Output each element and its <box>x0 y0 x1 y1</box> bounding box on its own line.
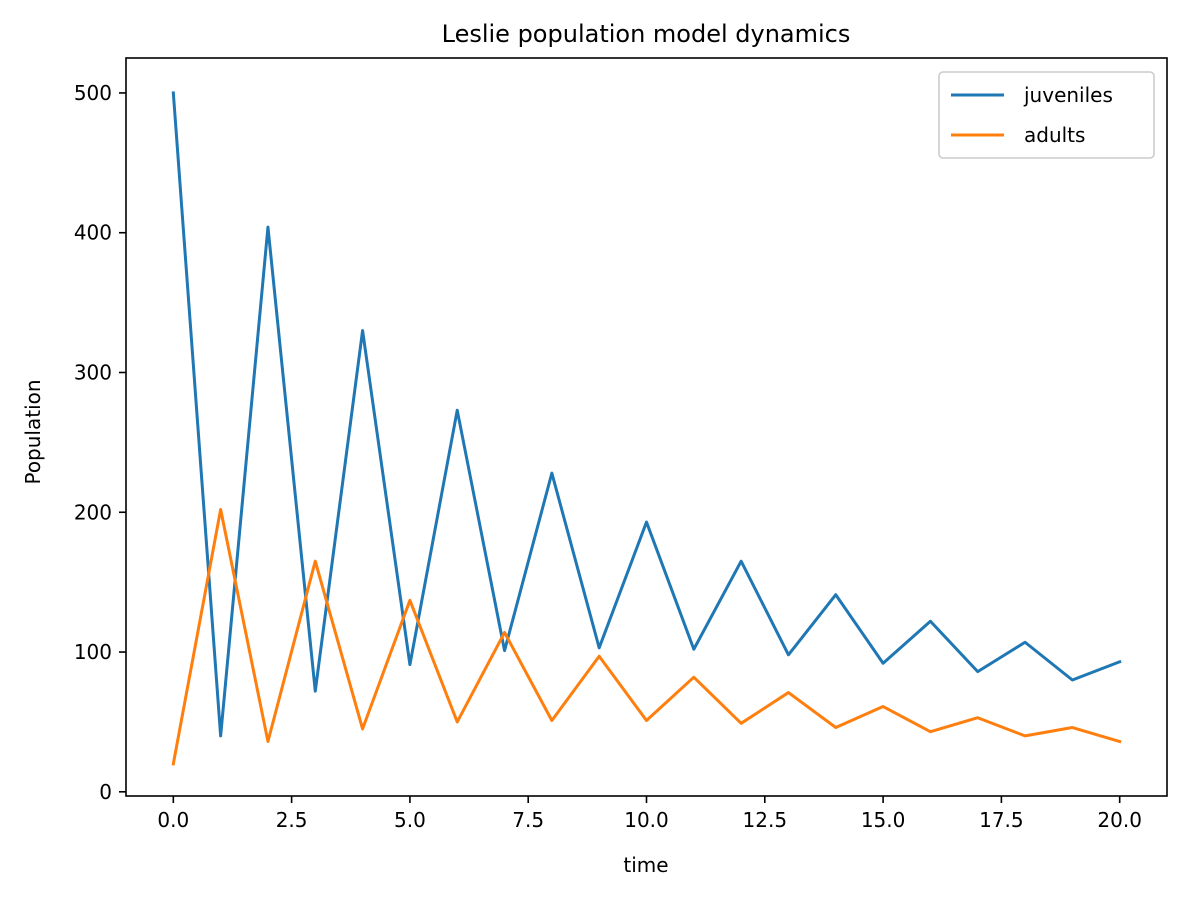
x-tick-label: 0.0 <box>157 808 189 832</box>
y-tick-label: 400 <box>74 221 112 245</box>
x-tick-label: 12.5 <box>743 808 788 832</box>
chart-title: Leslie population model dynamics <box>442 20 851 48</box>
data-point-juveniles-13 <box>787 653 790 656</box>
data-point-juveniles-12 <box>740 560 743 563</box>
data-point-juveniles-2 <box>266 226 269 229</box>
legend: juveniles adults <box>938 71 1155 159</box>
data-point-adults-19 <box>1071 726 1074 729</box>
y-tick-label: 200 <box>74 500 112 524</box>
data-point-adults-7 <box>503 631 506 634</box>
data-point-adults-3 <box>314 560 317 563</box>
data-point-adults-12 <box>740 722 743 725</box>
legend-label-adults: adults <box>1024 123 1085 147</box>
data-point-adults-1 <box>219 508 222 511</box>
x-tick-label: 5.0 <box>394 808 426 832</box>
data-point-juveniles-14 <box>834 593 837 596</box>
data-point-juveniles-9 <box>598 646 601 649</box>
x-tick-label: 20.0 <box>1097 808 1142 832</box>
data-point-juveniles-4 <box>361 329 364 332</box>
data-point-juveniles-3 <box>314 690 317 693</box>
y-axis: 0 100 200 300 400 500 <box>74 81 126 804</box>
data-point-adults-13 <box>787 691 790 694</box>
data-point-adults-20 <box>1118 740 1121 743</box>
data-point-juveniles-15 <box>882 662 885 665</box>
data-point-adults-4 <box>361 727 364 730</box>
x-axis: 0.0 2.5 5.0 7.5 10.0 12.5 15.0 17.5 20.0 <box>157 796 1142 832</box>
data-point-adults-9 <box>598 655 601 658</box>
data-point-juveniles-7 <box>503 649 506 652</box>
x-tick-label: 7.5 <box>512 808 544 832</box>
data-point-adults-14 <box>834 726 837 729</box>
data-point-juveniles-16 <box>929 620 932 623</box>
data-point-juveniles-10 <box>645 521 648 524</box>
data-point-adults-17 <box>976 716 979 719</box>
x-tick-label: 10.0 <box>624 808 669 832</box>
y-tick-label: 0 <box>99 780 112 804</box>
x-axis-label: time <box>623 853 668 877</box>
data-point-adults-11 <box>692 676 695 679</box>
data-point-juveniles-1 <box>219 734 222 737</box>
data-point-adults-18 <box>1024 734 1027 737</box>
data-point-juveniles-20 <box>1118 660 1121 663</box>
y-tick-label: 300 <box>74 360 112 384</box>
x-tick-label: 17.5 <box>979 808 1024 832</box>
data-point-adults-8 <box>550 719 553 722</box>
data-point-juveniles-17 <box>976 670 979 673</box>
series-line-juveniles <box>171 91 1122 738</box>
data-point-juveniles-5 <box>408 663 411 666</box>
y-tick-label: 100 <box>74 640 112 664</box>
y-axis-label: Population <box>21 379 45 484</box>
data-point-adults-15 <box>882 705 885 708</box>
data-point-juveniles-8 <box>550 472 553 475</box>
data-point-adults-6 <box>456 720 459 723</box>
series-line-adults <box>171 507 1122 766</box>
y-tick-label: 500 <box>74 81 112 105</box>
x-tick-label: 15.0 <box>861 808 906 832</box>
data-point-juveniles-6 <box>456 409 459 412</box>
data-point-adults-5 <box>408 599 411 602</box>
data-point-juveniles-19 <box>1071 678 1074 681</box>
data-point-juveniles-11 <box>692 648 695 651</box>
legend-label-juveniles: juveniles <box>1023 83 1113 107</box>
plot-series <box>171 91 1122 766</box>
data-point-adults-0 <box>172 762 175 765</box>
data-point-adults-10 <box>645 719 648 722</box>
data-point-juveniles-0 <box>172 91 175 94</box>
data-point-juveniles-18 <box>1024 641 1027 644</box>
data-point-adults-16 <box>929 730 932 733</box>
x-tick-label: 2.5 <box>276 808 308 832</box>
data-point-adults-2 <box>266 740 269 743</box>
